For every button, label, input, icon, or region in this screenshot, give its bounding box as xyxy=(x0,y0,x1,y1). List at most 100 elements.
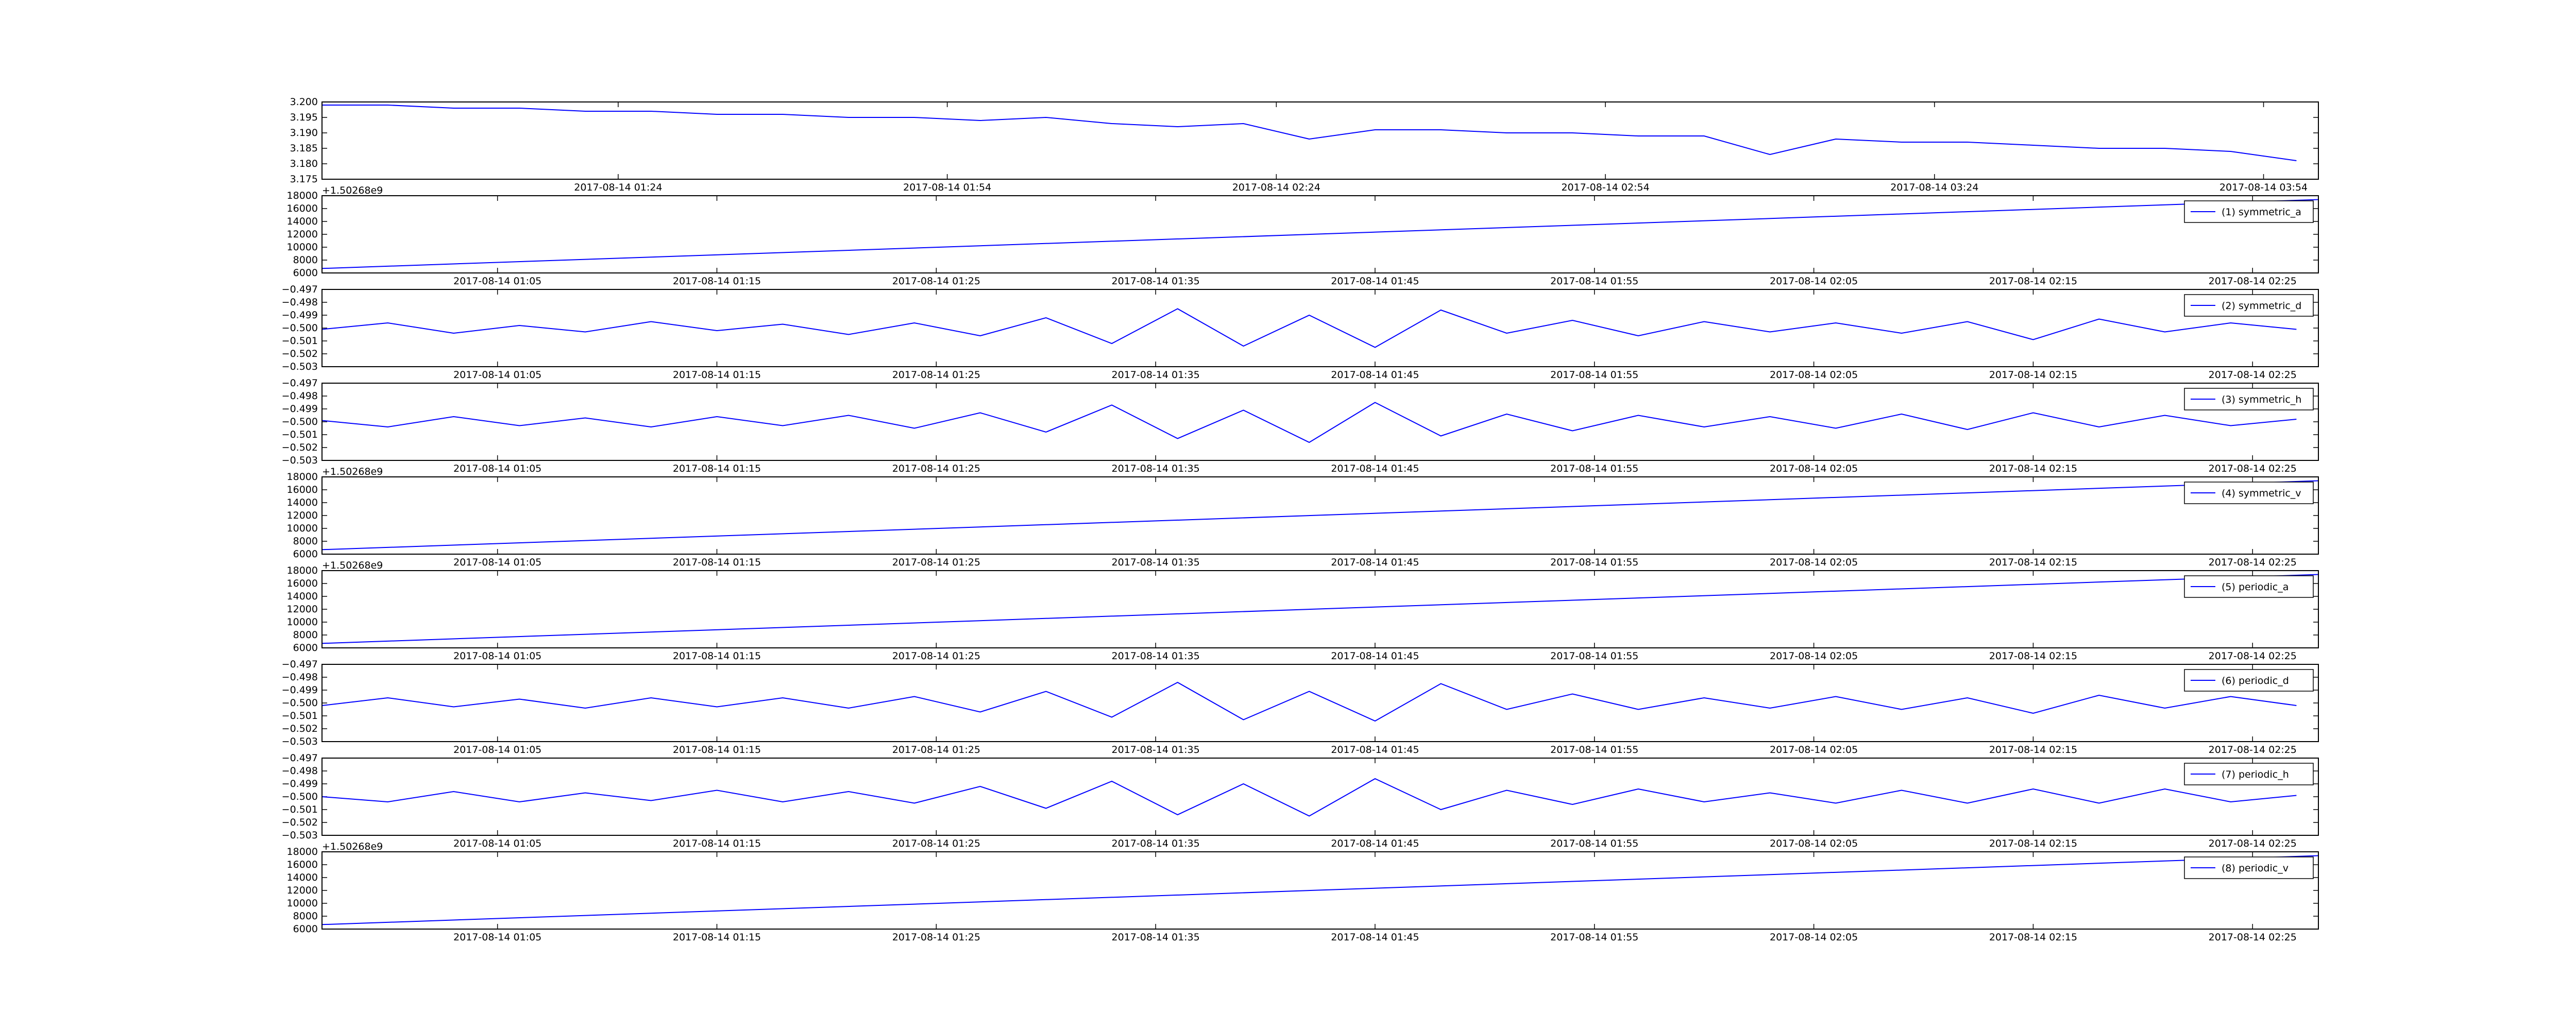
x-tick-label: 2017-08-14 01:35 xyxy=(1112,650,1200,662)
x-tick-label: 2017-08-14 01:05 xyxy=(453,650,541,662)
line xyxy=(322,105,2297,161)
axes-frame xyxy=(321,570,2319,648)
x-tick-label: 2017-08-14 01:45 xyxy=(1331,557,1419,568)
plot-area xyxy=(322,480,2318,551)
y-tick-label: 10000 xyxy=(287,523,318,534)
x-tick-label: 2017-08-14 01:55 xyxy=(1550,557,1638,568)
subplot: −0.503−0.502−0.501−0.500−0.499−0.498−0.4… xyxy=(282,659,2319,756)
y-tick-label: 6000 xyxy=(293,923,318,935)
x-tick-label: 2017-08-14 01:35 xyxy=(1112,838,1200,849)
x-tick-label: 2017-08-14 01:05 xyxy=(453,838,541,849)
x-tick-label: 2017-08-14 01:45 xyxy=(1331,463,1419,474)
x-tick-label: 2017-08-14 01:05 xyxy=(453,463,541,474)
axes-frame xyxy=(321,476,2319,555)
x-tick-label: 2017-08-14 03:24 xyxy=(1890,182,1978,193)
y-tick-label: 3.195 xyxy=(290,112,318,123)
legend-label: (4) symmetric_v xyxy=(2222,488,2301,499)
x-tick-label: 2017-08-14 01:35 xyxy=(1112,369,1200,381)
x-tick-label: 2017-08-14 01:54 xyxy=(903,182,991,193)
plot-area xyxy=(322,199,2318,269)
y-tick-label: 3.200 xyxy=(290,96,318,108)
x-tick-label: 2017-08-14 01:15 xyxy=(673,276,761,287)
subplot: 6000800010000120001400016000180002017-08… xyxy=(287,185,2319,287)
y-tick-label: −0.497 xyxy=(282,752,318,764)
x-tick-label: 2017-08-14 02:25 xyxy=(2209,744,2297,756)
x-tick-label: 2017-08-14 01:25 xyxy=(892,463,980,474)
y-tick-label: −0.503 xyxy=(282,455,318,466)
x-tick-label: 2017-08-14 02:15 xyxy=(1989,744,2077,756)
plot-area xyxy=(322,574,2318,644)
x-tick-label: 2017-08-14 01:35 xyxy=(1112,276,1200,287)
y-tick-label: 14000 xyxy=(287,591,318,602)
x-tick-label: 2017-08-14 01:25 xyxy=(892,744,980,756)
y-tick-label: 10000 xyxy=(287,898,318,909)
x-tick-label: 2017-08-14 02:24 xyxy=(1232,182,1320,193)
x-tick-label: 2017-08-14 02:05 xyxy=(1770,650,1858,662)
x-tick-label: 2017-08-14 01:55 xyxy=(1550,369,1638,381)
line xyxy=(322,681,2297,722)
y-tick-label: −0.500 xyxy=(282,322,318,334)
x-tick-label: 2017-08-14 02:25 xyxy=(2209,369,2297,381)
x-tick-label: 2017-08-14 01:05 xyxy=(453,932,541,943)
axes-frame xyxy=(321,851,2319,930)
y-tick-label: 3.185 xyxy=(290,143,318,154)
y-tick-label: −0.503 xyxy=(282,736,318,747)
y-tick-label: 16000 xyxy=(287,203,318,214)
axes-frame xyxy=(321,383,2319,461)
y-tick-label: 10000 xyxy=(287,616,318,628)
y-tick-label: −0.503 xyxy=(282,830,318,841)
x-tick-label: 2017-08-14 02:25 xyxy=(2209,463,2297,474)
axes-frame xyxy=(321,101,2319,180)
y-tick-label: −0.497 xyxy=(282,659,318,670)
y-tick-label: −0.501 xyxy=(282,335,318,347)
legend-label: (3) symmetric_h xyxy=(2222,394,2301,405)
legend-label: (2) symmetric_d xyxy=(2222,300,2301,312)
y-tick-label: −0.499 xyxy=(282,684,318,696)
y-tick-label: −0.499 xyxy=(282,778,318,789)
x-tick-label: 2017-08-14 01:35 xyxy=(1112,932,1200,943)
x-tick-label: 2017-08-14 01:15 xyxy=(673,838,761,849)
y-tick-label: −0.500 xyxy=(282,416,318,427)
y-tick-label: −0.498 xyxy=(282,390,318,402)
x-tick-label: 2017-08-14 02:54 xyxy=(1561,182,1649,193)
x-tick-label: 2017-08-14 02:15 xyxy=(1989,463,2077,474)
x-tick-label: 2017-08-14 02:25 xyxy=(2209,932,2297,943)
y-tick-label: 12000 xyxy=(287,604,318,615)
y-tick-label: 8000 xyxy=(293,911,318,922)
y-tick-label: −0.501 xyxy=(282,804,318,815)
y-tick-label: −0.497 xyxy=(282,284,318,295)
plot-area xyxy=(322,105,2297,161)
x-tick-label: 2017-08-14 01:55 xyxy=(1550,744,1638,756)
x-tick-label: 2017-08-14 01:05 xyxy=(453,557,541,568)
plot-area xyxy=(322,778,2297,817)
y-tick-label: −0.497 xyxy=(282,377,318,389)
axes-frame xyxy=(321,758,2319,836)
subplot: 6000800010000120001400016000180002017-08… xyxy=(287,841,2319,943)
x-tick-label: 2017-08-14 02:25 xyxy=(2209,557,2297,568)
legend-label: (7) periodic_h xyxy=(2222,769,2289,780)
x-tick-label: 2017-08-14 02:25 xyxy=(2209,276,2297,287)
y-tick-label: 18000 xyxy=(287,846,318,857)
axes-frame xyxy=(321,664,2319,742)
y-tick-label: −0.502 xyxy=(282,723,318,734)
y-tick-label: −0.499 xyxy=(282,403,318,415)
line xyxy=(322,402,2297,443)
y-tick-label: −0.500 xyxy=(282,791,318,802)
subplot: −0.503−0.502−0.501−0.500−0.499−0.498−0.4… xyxy=(282,377,2319,474)
x-tick-label: 2017-08-14 02:05 xyxy=(1770,557,1858,568)
x-tick-label: 2017-08-14 01:55 xyxy=(1550,276,1638,287)
y-tick-label: 6000 xyxy=(293,548,318,560)
x-tick-label: 2017-08-14 02:15 xyxy=(1989,838,2077,849)
x-tick-label: 2017-08-14 01:45 xyxy=(1331,650,1419,662)
y-tick-label: 12000 xyxy=(287,229,318,240)
y-tick-label: 6000 xyxy=(293,642,318,654)
x-tick-label: 2017-08-14 01:25 xyxy=(892,932,980,943)
subplot: 6000800010000120001400016000180002017-08… xyxy=(287,466,2319,568)
x-tick-label: 2017-08-14 01:25 xyxy=(892,369,980,381)
y-tick-label: 14000 xyxy=(287,216,318,227)
legend-label: (1) symmetric_a xyxy=(2222,207,2301,218)
x-tick-label: 2017-08-14 01:35 xyxy=(1112,463,1200,474)
x-tick-label: 2017-08-14 01:45 xyxy=(1331,276,1419,287)
x-tick-label: 2017-08-14 01:25 xyxy=(892,276,980,287)
x-tick-label: 2017-08-14 01:45 xyxy=(1331,744,1419,756)
